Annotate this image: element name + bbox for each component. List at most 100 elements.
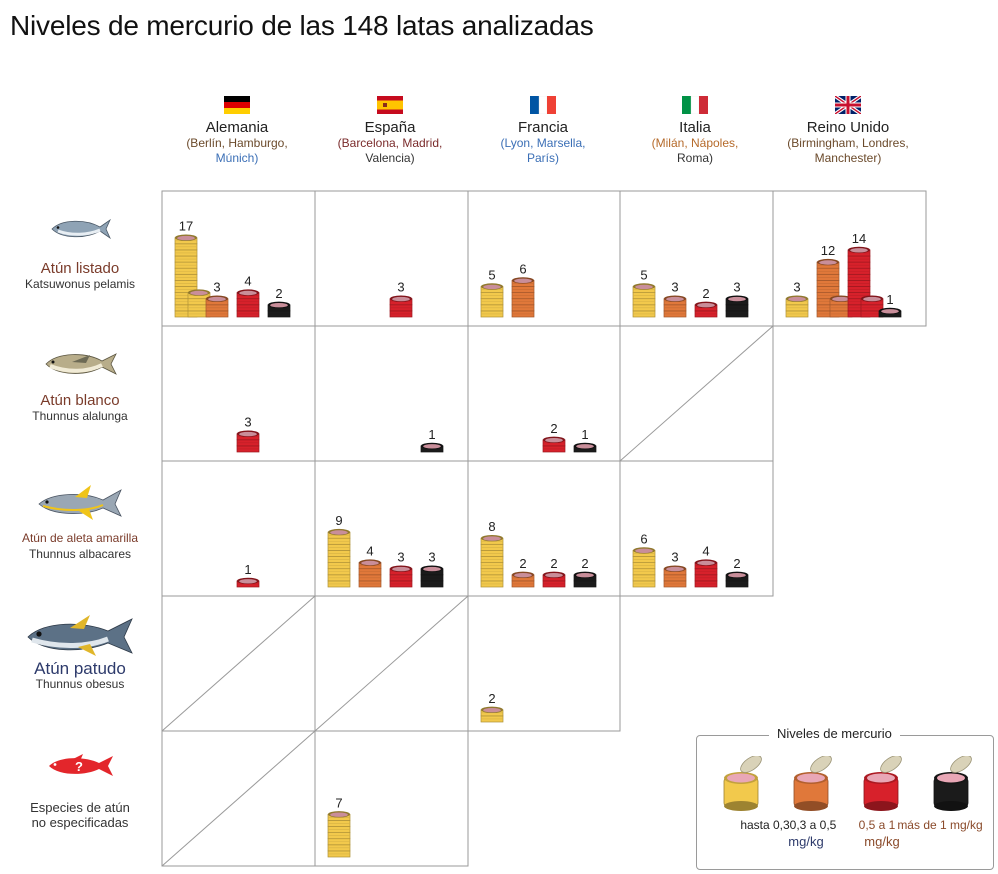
can-stack-low	[327, 528, 351, 588]
legend-can-high-icon	[863, 756, 902, 811]
can-stack-high	[389, 295, 413, 318]
legend-cans	[723, 756, 972, 811]
can-count-label: 6	[519, 261, 526, 276]
can-stack-high	[694, 559, 718, 588]
can-stack-low	[327, 811, 351, 858]
can-stack-very-high	[420, 565, 444, 588]
can-stack-very-high	[267, 301, 291, 318]
can-count-label: 3	[397, 280, 404, 295]
can-count-label: 4	[244, 274, 251, 289]
can-stack-very-high	[573, 442, 597, 453]
grid-cell-no-data	[619, 325, 774, 462]
can-stack-low	[480, 283, 504, 318]
can-stack-high	[389, 565, 413, 588]
can-count-label: 5	[640, 268, 647, 283]
grid-cell	[772, 190, 927, 327]
grid-cell-empty	[161, 730, 316, 867]
can-count-label: 3	[213, 280, 220, 295]
can-count-label: 3	[244, 415, 251, 430]
species-name: Atún blanco	[40, 392, 120, 409]
species-name: Especies de atún	[30, 800, 130, 815]
can-stack-mid	[205, 295, 229, 318]
country-cities: (Milán, Nápoles, Roma)	[651, 136, 739, 165]
legend-label-high: 0,5 a 1	[858, 818, 896, 832]
grid-lines	[161, 190, 927, 867]
legend-can-mid-icon	[793, 756, 832, 811]
species-scientific-name: Thunnus albacares	[28, 547, 132, 561]
albacore-tuna-icon	[45, 353, 117, 375]
species-scientific-name: Katsuwonus pelamis	[24, 277, 136, 291]
column-header-france: Francia (Lyon, Marsella, París)	[468, 96, 618, 166]
grid-cell-no-data	[161, 595, 316, 732]
column-header-spain: España (Barcelona, Madrid, Valencia)	[315, 96, 465, 166]
legend-title: Niveles de mercurio	[769, 726, 900, 741]
species-scientific-name: Thunnus obesus	[35, 677, 125, 691]
can-count-label: 1	[886, 292, 893, 307]
country-name: Alemania	[205, 119, 269, 136]
can-count-label: 6	[640, 531, 647, 546]
can-count-label: 2	[581, 556, 588, 571]
can-count-label: 2	[275, 286, 282, 301]
row-header-albacore: Atún blanco Thunnus alalunga	[0, 348, 160, 424]
can-count-label: 12	[821, 243, 835, 258]
row-header-yellowfin: Atún de aleta amarilla Thunnus albacares	[0, 482, 160, 562]
can-stack-high	[236, 577, 260, 588]
bigeye-tuna-icon	[27, 615, 133, 656]
can-stack-mid	[663, 565, 687, 588]
can-stack-mid	[663, 295, 687, 318]
can-count-label: 1	[428, 427, 435, 442]
can-count-label: 8	[488, 519, 495, 534]
can-count-label: 14	[852, 231, 866, 246]
can-count-label: 2	[550, 421, 557, 436]
can-count-label: 4	[366, 544, 373, 559]
column-header-germany: Alemania (Berlín, Hamburgo, Múnich)	[162, 96, 312, 166]
skipjack-tuna-icon	[51, 218, 111, 240]
can-count-label: 4	[702, 544, 709, 559]
can-stack-low	[480, 706, 504, 723]
can-count-label: 3	[733, 280, 740, 295]
country-name: Italia	[679, 119, 711, 136]
legend-label-very-high: más de 1 mg/kg	[897, 818, 983, 832]
italy-flag-icon	[682, 96, 708, 114]
yellowfin-tuna-icon	[38, 485, 122, 520]
grid-cell	[161, 460, 316, 597]
spain-flag-icon	[377, 96, 403, 114]
legend-can-very-high-icon	[933, 756, 972, 811]
country-cities: (Barcelona, Madrid, Valencia)	[337, 136, 443, 165]
can-count-label: 9	[335, 513, 342, 528]
can-stack-low	[785, 295, 809, 318]
row-header-skipjack: Atún listado Katsuwonus pelamis	[0, 216, 160, 292]
can-count-label: 3	[428, 550, 435, 565]
svg-text:?: ?	[75, 759, 83, 774]
can-stack-very-high	[725, 571, 749, 588]
grid-cell-empty	[314, 595, 469, 732]
species-scientific-name: Thunnus alalunga	[32, 409, 128, 423]
species-name: Atún listado	[40, 260, 120, 277]
can-count-label: 3	[671, 550, 678, 565]
country-name: Reino Unido	[806, 119, 890, 136]
row-header-unspecified: ? Especies de atún no especificadas	[0, 752, 160, 830]
legend-unit-right: mg/kg	[864, 834, 900, 849]
legend-label-mid: 0,3 a 0,5	[789, 818, 837, 832]
can-count-label: 2	[488, 691, 495, 706]
can-count-label: 2	[702, 286, 709, 301]
can-stack-very-high	[878, 307, 902, 318]
can-stack-high	[236, 430, 260, 453]
can-stack-low	[174, 234, 211, 318]
france-flag-icon	[530, 96, 556, 114]
country-cities: (Berlín, Hamburgo, Múnich)	[186, 136, 288, 165]
can-count-label: 2	[733, 556, 740, 571]
country-name: Francia	[517, 119, 569, 136]
can-stack-high	[236, 289, 260, 318]
can-count-label: 5	[488, 268, 495, 283]
country-cities: (Lyon, Marsella, París)	[500, 136, 586, 165]
legend-label-low: hasta 0,3	[740, 818, 790, 832]
can-count-label: 2	[550, 556, 557, 571]
column-header-italy: Italia (Milán, Nápoles, Roma)	[620, 96, 770, 166]
can-stack-low	[632, 283, 656, 318]
legend-can-low-icon	[723, 756, 762, 811]
can-stack-mid	[511, 571, 535, 588]
grid-cell	[314, 325, 469, 462]
can-stack-very-high	[573, 571, 597, 588]
can-count-label: 3	[671, 280, 678, 295]
